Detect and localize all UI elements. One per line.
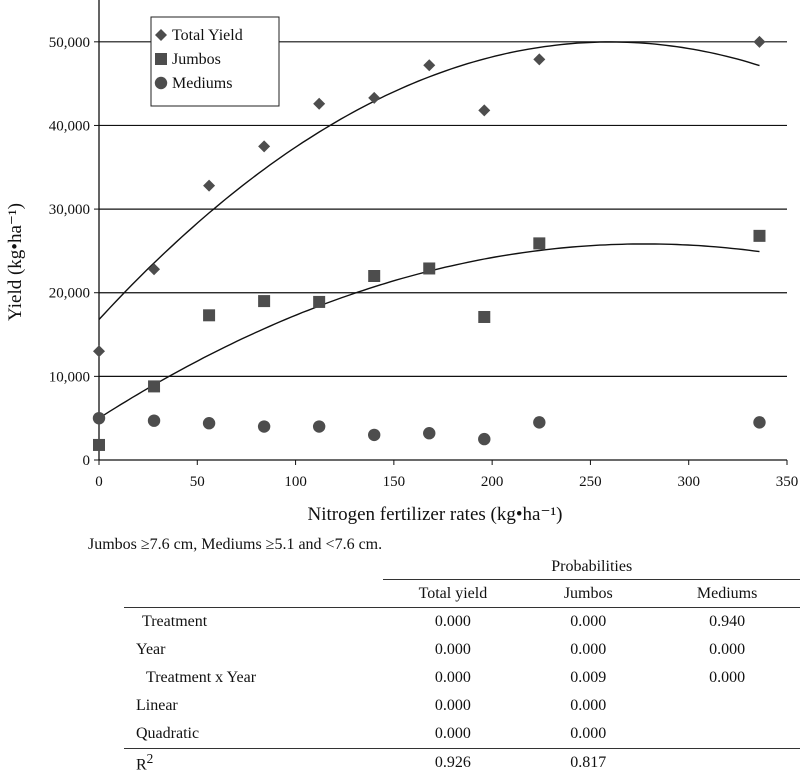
table-cell: 0.000: [570, 697, 607, 714]
data-point: [258, 140, 271, 153]
table-cell: 0.000: [434, 669, 471, 686]
data-point: [368, 428, 381, 442]
data-point: [753, 416, 766, 429]
data-point: [533, 416, 546, 429]
data-point: [478, 310, 491, 323]
y-axis-title: Yield (kg•ha⁻¹): [5, 203, 26, 321]
y-tick-label: 0: [83, 453, 91, 469]
row-label: Quadratic: [136, 725, 200, 742]
row-label: Treatment x Year: [146, 669, 257, 686]
legend-box: [150, 16, 280, 107]
data-point: [478, 432, 491, 446]
column-header-total-yield: Total yield: [383, 579, 523, 608]
x-tick-label: 0: [95, 474, 103, 490]
table-cell: 0.000: [709, 669, 746, 686]
table-cell: 0.009: [570, 669, 607, 686]
probabilities-table: Probabilities Total yield Jumbos Mediums…: [124, 555, 800, 777]
table-row-r-squared: R2 0.926 0.817: [124, 748, 800, 777]
column-header-mediums: Mediums: [654, 579, 800, 608]
data-point: [93, 345, 105, 358]
table-cell: 0.000: [434, 697, 471, 714]
data-point: [533, 237, 546, 250]
data-point: [368, 270, 381, 282]
data-point: [533, 53, 546, 66]
data-point: [753, 35, 766, 48]
row-label: Year: [136, 641, 166, 658]
row-label: R2: [124, 748, 384, 777]
legend-label: Total Yield: [172, 27, 243, 44]
data-point: [203, 309, 216, 322]
table-row-linear: Linear 0.000 0.000: [124, 692, 800, 720]
data-points: [92, 35, 766, 451]
data-point: [257, 420, 271, 433]
data-point: [313, 97, 326, 110]
table-cell: 0.000: [434, 641, 471, 658]
data-point: [423, 262, 436, 275]
table-row-year: Year 0.000 0.000 0.000: [124, 636, 800, 664]
fit-curve: [98, 41, 760, 320]
x-tick-label: 150: [383, 474, 406, 490]
table-row-treatment: Treatment 0.000 0.000 0.940: [124, 608, 800, 637]
table-cell: 0.000: [570, 725, 607, 742]
table-cell: 0.817: [522, 748, 655, 777]
data-point: [93, 438, 105, 451]
probabilities-header: Probabilities: [383, 555, 800, 580]
row-label: Linear: [136, 697, 178, 714]
y-tick-label: 20,000: [49, 286, 90, 302]
y-tick-label: 30,000: [49, 202, 90, 218]
table-cell: 0.000: [709, 641, 746, 658]
x-tick-label: 250: [579, 474, 602, 490]
size-class-note: Jumbos ≥7.6 cm, Mediums ≥5.1 and <7.6 cm…: [88, 536, 383, 553]
data-point: [203, 179, 216, 192]
x-tick-label: 300: [677, 474, 700, 490]
axes: [94, 0, 788, 465]
table-cell: [654, 720, 800, 749]
legend-label: Mediums: [172, 75, 232, 92]
table-cell: [654, 748, 800, 777]
column-header-jumbos: Jumbos: [522, 579, 655, 608]
data-point: [202, 417, 216, 430]
data-point: [478, 104, 491, 117]
data-point: [313, 295, 326, 308]
table-row-treatment-x-year: Treatment x Year 0.000 0.009 0.000: [124, 664, 800, 692]
x-tick-labels: 0 50 100 150 200 250 300 350: [95, 474, 798, 490]
y-tick-label: 10,000: [49, 369, 90, 385]
legend-label: Jumbos: [172, 51, 221, 68]
x-tick-label: 350: [776, 474, 799, 490]
data-point: [92, 411, 106, 425]
data-point: [753, 229, 766, 242]
row-label: Treatment: [142, 613, 208, 630]
table-cell: 0.000: [434, 613, 471, 630]
yield-chart: 0 50 100 150 200 250 300 350 0 10,000 20,000 30,00…: [5, 0, 798, 525]
table-group-header-row: Probabilities: [124, 555, 800, 580]
table-column-header-row: Total yield Jumbos Mediums: [124, 579, 800, 608]
data-point: [148, 263, 161, 276]
table-cell: [654, 692, 800, 720]
x-tick-label: 200: [481, 474, 504, 490]
data-point: [423, 427, 436, 440]
table-cell: 0.000: [570, 641, 607, 658]
legend-marker: [155, 29, 167, 41]
data-point: [148, 380, 161, 393]
x-tick-label: 100: [284, 474, 307, 490]
table-cell: 0.940: [709, 613, 746, 630]
data-point: [368, 91, 381, 104]
x-axis-title: Nitrogen fertilizer rates (kg•ha⁻¹): [307, 504, 562, 525]
table-cell: 0.000: [434, 725, 471, 742]
y-tick-labels: 0 10,000 20,000 30,000 40,000 50,000: [49, 35, 90, 469]
data-point: [258, 295, 271, 308]
data-point: [147, 414, 161, 427]
x-tick-label: 50: [190, 474, 205, 490]
legend-marker: [154, 76, 168, 90]
table-cell: 0.000: [570, 613, 607, 630]
data-point: [423, 59, 436, 72]
y-tick-label: 50,000: [49, 35, 90, 51]
legend: Total Yield Jumbos Mediums: [150, 16, 280, 107]
table-cell: 0.926: [383, 748, 523, 777]
y-tick-label: 40,000: [49, 118, 90, 134]
legend-marker: [155, 53, 167, 65]
table-row-quadratic: Quadratic 0.000 0.000: [124, 720, 800, 749]
data-point: [312, 420, 326, 433]
